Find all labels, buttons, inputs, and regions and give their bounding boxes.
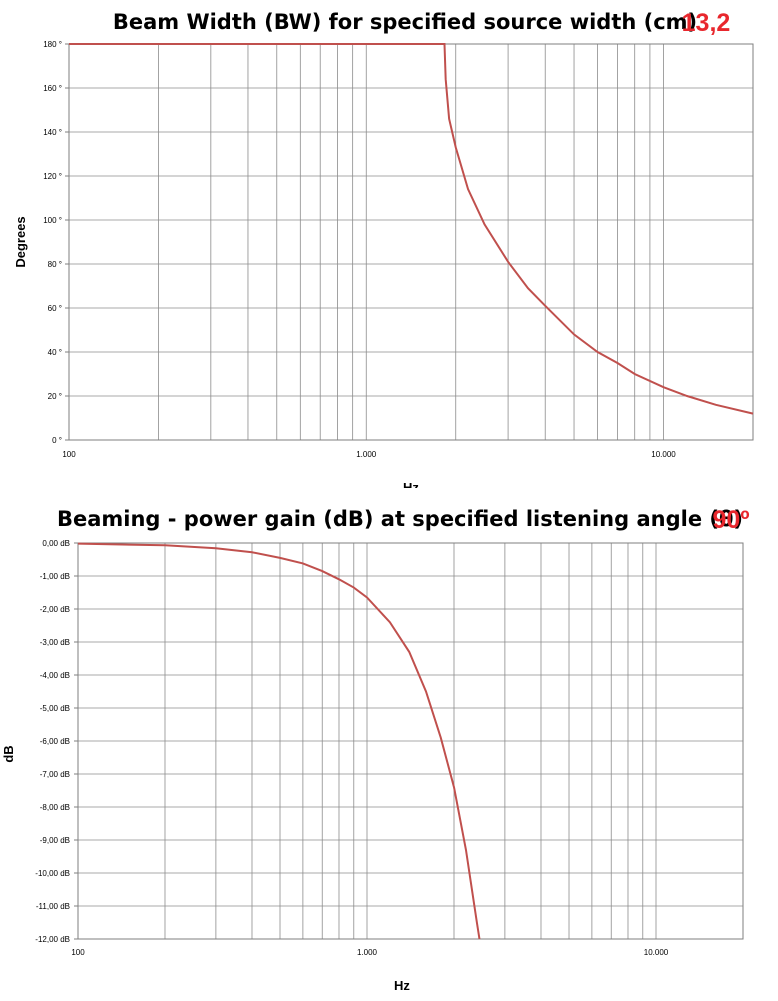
beam-width-chart: Beam Width (BW) for specified source wid… [13, 9, 754, 488]
y-tick-label: -3,00 dB [40, 638, 70, 647]
x-tick-label: 1.000 [356, 450, 377, 459]
y-tick-label: -11,00 dB [36, 902, 70, 911]
x-axis-ticks: 100 1.000 10.000 [71, 948, 668, 957]
x-tick-label: 1.000 [357, 948, 378, 957]
x-axis-ticks: 100 1.000 10.000 [62, 450, 676, 459]
y-tick-label: -8,00 dB [40, 803, 70, 812]
y-axis-ticks: 0,00 dB -1,00 dB -2,00 dB -3,00 dB -4,00 dB -… [35, 539, 78, 944]
y-tick-label: 80 ° [48, 260, 62, 269]
y-tick-label: 140 ° [43, 128, 62, 137]
x-axis-label: Hz [403, 480, 419, 488]
y-tick-label: 0,00 dB [42, 539, 70, 548]
x-tick-label: 10.000 [651, 450, 676, 459]
y-tick-label: -1,00 dB [40, 572, 70, 581]
x-tick-label: 100 [71, 948, 85, 957]
y-tick-label: 160 ° [43, 84, 62, 93]
grid [69, 44, 753, 440]
x-axis-label: Hz [394, 978, 410, 993]
y-axis-ticks: 0 ° 20 ° 40 ° 60 ° 80 ° 100 ° 120 ° 140 ° 160 ° 1… [43, 40, 69, 445]
series-line [69, 43, 754, 415]
source-width-value: 13,2 [682, 9, 731, 37]
y-tick-label: -7,00 dB [40, 770, 70, 779]
y-tick-label: -10,00 dB [35, 869, 70, 878]
y-tick-label: -2,00 dB [40, 605, 70, 614]
y-tick-label: 60 ° [48, 304, 62, 313]
series-line [77, 542, 481, 940]
power-gain-chart: Beaming - power gain (dB) at specified l… [1, 506, 750, 993]
y-tick-label: 100 ° [43, 216, 62, 225]
y-tick-label: 20 ° [48, 392, 62, 401]
y-tick-label: 120 ° [43, 172, 62, 181]
y-tick-label: -9,00 dB [40, 836, 70, 845]
y-tick-label: 40 ° [48, 348, 62, 357]
y-tick-label: -4,00 dB [40, 671, 70, 680]
chart-title: Beam Width (BW) for specified source wid… [113, 10, 697, 34]
y-axis-label: Degrees [13, 216, 28, 267]
y-tick-label: -12,00 dB [35, 935, 70, 944]
x-tick-label: 100 [62, 450, 76, 459]
listening-angle-value: 90º [713, 506, 750, 534]
chart-title: Beaming - power gain (dB) at specified l… [57, 507, 743, 531]
y-tick-label: 0 ° [52, 436, 62, 445]
y-axis-label: dB [1, 745, 16, 762]
y-tick-label: -6,00 dB [40, 737, 70, 746]
x-tick-label: 10.000 [644, 948, 669, 957]
y-tick-label: 180 ° [43, 40, 62, 49]
y-tick-label: -5,00 dB [40, 704, 70, 713]
grid [78, 543, 743, 939]
